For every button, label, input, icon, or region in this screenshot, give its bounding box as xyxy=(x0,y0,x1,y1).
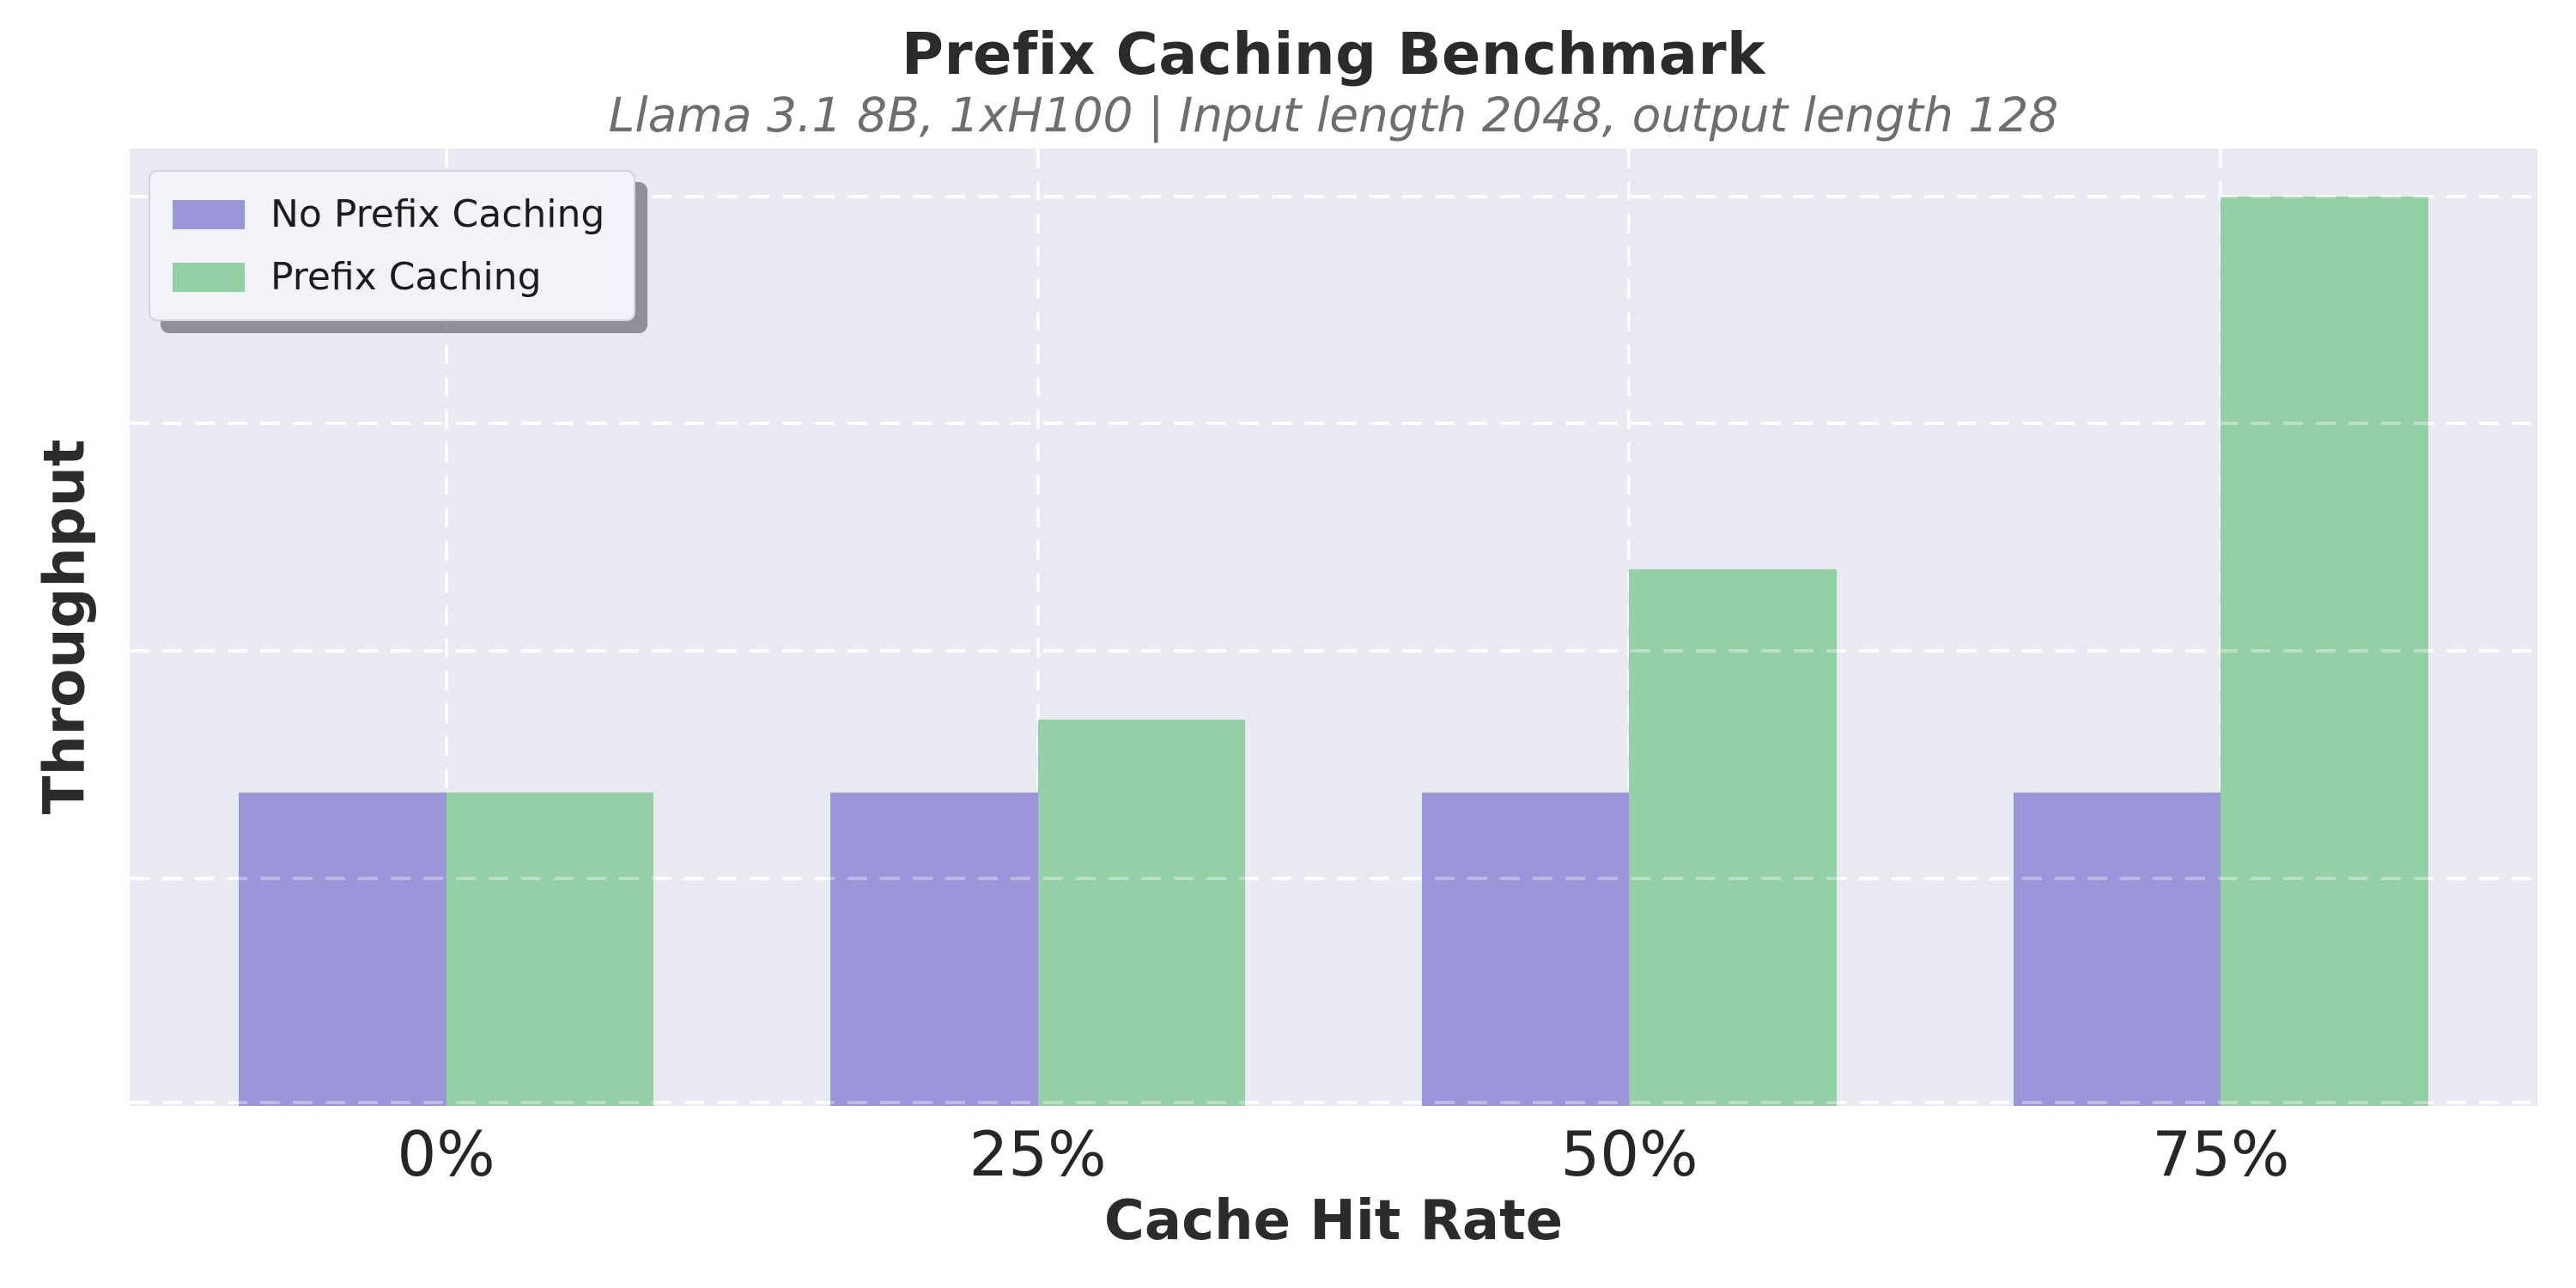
plot-area: No Prefix Caching Prefix Caching xyxy=(130,149,2537,1106)
legend-label: No Prefix Caching xyxy=(270,192,605,236)
y-axis-label: Throughput xyxy=(31,439,98,815)
x-axis-label: Cache Hit Rate xyxy=(1103,1189,1564,1253)
bars-layer xyxy=(130,149,2537,1106)
x-tick-label: 75% xyxy=(2152,1118,2290,1190)
x-tick-label: 50% xyxy=(1560,1118,1698,1190)
legend-swatch-icon xyxy=(173,262,245,292)
gridline-vertical xyxy=(1036,149,1040,1106)
legend-label: Prefix Caching xyxy=(270,255,542,299)
legend: No Prefix Caching Prefix Caching xyxy=(149,170,636,321)
bar-no-prefix-caching-75% xyxy=(2014,792,2221,1106)
gridline-horizontal xyxy=(130,1101,2537,1104)
bar-prefix-caching-50% xyxy=(1629,568,1837,1106)
gridline-horizontal xyxy=(130,649,2537,653)
x-tick-label: 0% xyxy=(397,1118,495,1190)
legend-swatch-icon xyxy=(173,199,245,229)
gridline-vertical xyxy=(444,149,448,1106)
gridline-horizontal xyxy=(130,877,2537,881)
bar-prefix-caching-0% xyxy=(446,792,653,1106)
gridline-horizontal xyxy=(130,422,2537,426)
legend-item: Prefix Caching xyxy=(173,255,605,299)
gridline-horizontal xyxy=(130,877,2537,881)
gridlines-over xyxy=(130,149,2537,1106)
gridline-horizontal xyxy=(130,649,2537,653)
chart-subtitle: Llama 3.1 8B, 1xH100 | Input length 2048… xyxy=(608,88,2059,143)
x-tick-label: 25% xyxy=(969,1118,1107,1190)
gridline-horizontal xyxy=(130,194,2537,198)
bar-no-prefix-caching-0% xyxy=(239,792,447,1106)
gridline-horizontal xyxy=(130,194,2537,198)
legend-item: No Prefix Caching xyxy=(173,192,605,236)
bar-prefix-caching-25% xyxy=(1037,719,1245,1106)
bar-no-prefix-caching-25% xyxy=(830,792,1038,1106)
chart-title: Prefix Caching Benchmark xyxy=(901,21,1766,88)
bar-no-prefix-caching-50% xyxy=(1422,792,1630,1106)
bar-prefix-caching-75% xyxy=(2221,196,2428,1106)
gridline-horizontal xyxy=(130,422,2537,426)
gridline-horizontal xyxy=(130,1101,2537,1104)
